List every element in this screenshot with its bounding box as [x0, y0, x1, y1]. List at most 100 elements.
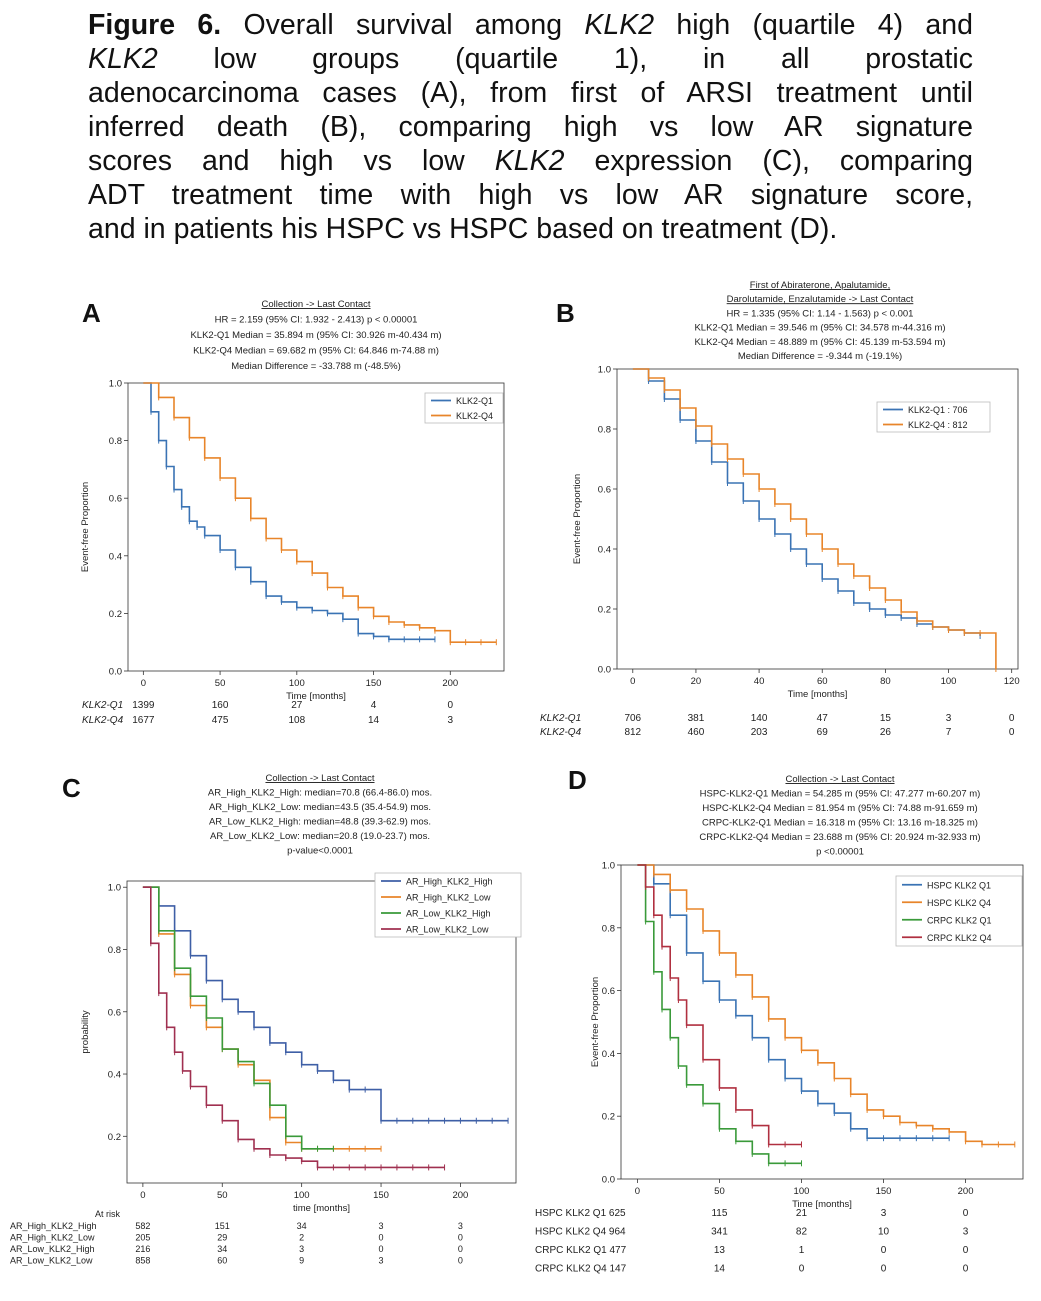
legend-entry: AR_Low_KLK2_High	[406, 909, 491, 919]
risk-value: 29	[217, 1233, 227, 1243]
chart-annotation: p-value<0.0001	[287, 846, 353, 857]
y-tick-label: 0.4	[602, 1049, 615, 1060]
chart-panel-d: Collection -> Last Contact HSPC-KLK2-Q1 M…	[535, 774, 1024, 1275]
x-axis-label: Time [months]	[788, 689, 848, 700]
chart-annotation: HR = 2.159 (95% CI: 1.932 - 2.413) p < 0…	[215, 315, 418, 326]
caption-line: ADT treatment time with high vs low AR s…	[88, 178, 973, 212]
y-tick-label: 0.0	[109, 667, 122, 678]
caption-line: and in patients his HSPC vs HSPC based o…	[88, 212, 973, 246]
x-axis-label: time [months]	[293, 1203, 350, 1214]
risk-value: 341	[711, 1227, 728, 1238]
risk-value: 3	[299, 1244, 304, 1254]
y-axis-label: Event-free Proportion	[80, 482, 91, 572]
x-tick-label: 60	[817, 676, 828, 687]
y-tick-label: 0.4	[109, 551, 122, 562]
risk-table-header: At risk	[95, 1209, 121, 1219]
x-tick-label: 150	[366, 678, 382, 689]
risk-value: 2	[299, 1233, 304, 1243]
panel-label-c: C	[62, 773, 81, 803]
x-tick-label: 40	[754, 676, 765, 687]
chart-title: Collection -> Last Contact	[785, 774, 894, 785]
risk-value: 812	[624, 727, 641, 738]
risk-value: 3	[458, 1221, 463, 1231]
y-tick-label: 0.2	[108, 1132, 121, 1143]
chart-annotation: AR_Low_KLK2_Low: median=20.8 (19.0-23.7)…	[210, 831, 430, 842]
panel-label-d: D	[568, 765, 587, 795]
risk-value: 205	[135, 1233, 150, 1243]
x-tick-label: 0	[141, 678, 146, 689]
risk-value: 0	[379, 1244, 384, 1254]
series-line-2	[637, 864, 802, 1165]
legend-entry: KLK2-Q1 : 706	[908, 405, 968, 415]
figure-caption: Figure 6. Overall survival among KLK2 hi…	[88, 8, 973, 246]
risk-value: 0	[881, 1264, 887, 1275]
risk-value: 3	[946, 713, 952, 724]
caption-line: scores and high vs low KLK2 expression (…	[88, 144, 973, 178]
risk-value: 47	[817, 713, 829, 724]
risk-value: 0	[458, 1244, 463, 1254]
x-tick-label: 100	[941, 676, 957, 687]
legend-box	[876, 401, 991, 433]
caption-text: scores and high vs low	[88, 145, 495, 177]
caption-line: KLK2 low groups (quartile 1), in all pro…	[88, 42, 973, 76]
caption-text: ADT treatment time with high vs low AR s…	[88, 179, 973, 211]
risk-value: 0	[963, 1208, 969, 1219]
risk-row-label: AR_High_KLK2_High	[10, 1221, 97, 1231]
x-tick-label: 0	[630, 676, 635, 687]
caption-figure-label: Figure 6.	[88, 9, 222, 41]
risk-value: 3	[379, 1221, 384, 1231]
y-tick-label: 0.0	[602, 1175, 615, 1186]
risk-value: 0	[1009, 713, 1015, 724]
panel-label-a: A	[82, 298, 101, 328]
risk-value: 3	[379, 1256, 384, 1266]
x-tick-label: 50	[215, 678, 226, 689]
caption-text: KLK2	[584, 9, 655, 41]
caption-text: expression (C), comparing	[564, 145, 973, 177]
risk-value: 60	[217, 1256, 227, 1266]
risk-value: 475	[212, 715, 229, 726]
risk-value: 216	[135, 1244, 150, 1254]
chart-annotation: HR = 1.335 (95% CI: 1.14 - 1.563) p < 0.…	[727, 308, 914, 319]
risk-value: 27	[291, 700, 303, 711]
risk-value: 3	[881, 1208, 887, 1219]
risk-value: 34	[297, 1221, 307, 1231]
legend-entry: KLK2-Q4 : 812	[908, 420, 968, 430]
risk-value: 0	[448, 700, 454, 711]
caption-text: KLK2	[494, 145, 565, 177]
x-axis-label: Time [months]	[286, 691, 346, 702]
risk-value: 14	[368, 715, 380, 726]
risk-row-label: KLK2-Q4	[540, 727, 582, 738]
risk-value: 26	[880, 727, 892, 738]
risk-value: 10	[878, 1227, 890, 1238]
risk-value: 151	[215, 1221, 230, 1231]
series-line-0	[142, 886, 509, 1122]
chart-annotation: CRPC-KLK2-Q1 Median = 16.318 m (95% CI: …	[702, 818, 978, 829]
x-tick-label: 120	[1004, 676, 1020, 687]
risk-value: 381	[688, 713, 705, 724]
x-tick-label: 150	[373, 1190, 389, 1201]
chart-annotation: CRPC-KLK2-Q4 Median = 23.688 m (95% CI: …	[699, 832, 980, 843]
caption-text: high (quartile 4) and	[654, 9, 973, 41]
risk-row-label: KLK2-Q1	[82, 700, 123, 711]
risk-row-label: CRPC KLK2 Q4 147	[535, 1264, 627, 1275]
plot-frame	[616, 368, 1019, 670]
risk-value: 0	[881, 1245, 887, 1256]
x-tick-label: 0	[140, 1190, 145, 1201]
x-tick-label: 200	[452, 1190, 468, 1201]
risk-value: 160	[212, 700, 229, 711]
legend-box	[895, 875, 1023, 947]
legend-entry: CRPC KLK2 Q1	[927, 915, 992, 925]
risk-row-label: AR_Low_KLK2_Low	[10, 1256, 93, 1266]
risk-value: 108	[288, 715, 305, 726]
risk-value: 4	[371, 700, 377, 711]
x-tick-label: 100	[289, 678, 305, 689]
caption-text: and in patients his HSPC vs HSPC based o…	[88, 213, 838, 245]
legend-entry: HSPC KLK2 Q1	[927, 880, 991, 890]
chart-annotation: p <0.00001	[816, 847, 864, 858]
y-tick-label: 0.8	[602, 923, 615, 934]
risk-value: 582	[135, 1221, 150, 1231]
risk-value: 34	[217, 1244, 227, 1254]
y-tick-label: 0.2	[109, 609, 122, 620]
x-tick-label: 50	[217, 1190, 228, 1201]
risk-value: 0	[379, 1233, 384, 1243]
